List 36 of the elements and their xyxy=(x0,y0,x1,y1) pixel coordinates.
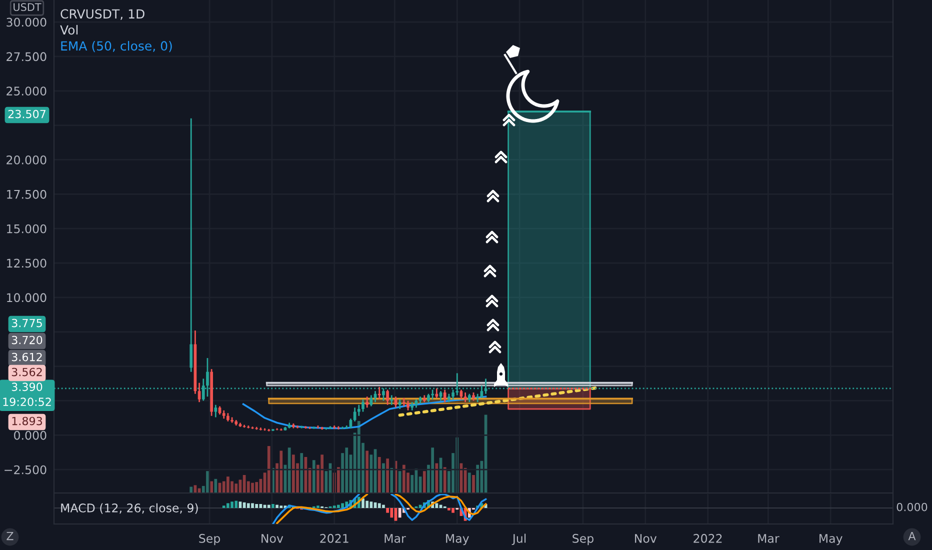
text: 0.000 xyxy=(896,502,928,512)
text: 3.720 xyxy=(12,336,42,344)
x-tick-label: Mar xyxy=(758,534,780,543)
y-tick-label: 15.000 xyxy=(7,224,46,234)
y-tick-label: 10.000 xyxy=(7,293,46,302)
y-tick-label: −2.500 xyxy=(4,465,46,474)
text: 3.612 xyxy=(12,352,42,362)
x-tick-label: 2021 xyxy=(320,534,348,543)
x-tick-label: Sep xyxy=(199,534,220,546)
text: Z xyxy=(6,532,14,540)
y-tick-label: 0.000 xyxy=(14,430,46,440)
x-tick-label: 2022 xyxy=(694,534,722,543)
text: 3.775 xyxy=(12,318,42,328)
text: 1.893 xyxy=(12,416,42,426)
x-tick-label: Nov xyxy=(635,534,657,543)
y-tick-label: 27.500 xyxy=(6,52,46,62)
y-tick-label: 17.500 xyxy=(7,190,46,199)
x-tick-label: Jul xyxy=(512,534,526,546)
chart-title: Vol xyxy=(60,24,78,35)
y-tick-label: 20.000 xyxy=(6,155,46,164)
text: CRVUSDT, 1D xyxy=(60,9,144,20)
text: EMA (50, close, 0) xyxy=(61,40,172,52)
x-tick-label: Nov xyxy=(262,534,284,543)
x-tick-label: Mar xyxy=(384,534,406,543)
y-tick-label: 30.000 xyxy=(6,18,46,27)
x-tick-label: May xyxy=(446,534,469,546)
text: A xyxy=(908,532,916,540)
x-tick-label: May xyxy=(820,534,842,546)
text: MACD (12, 26, close, 9) xyxy=(61,503,198,514)
text: 3.562 xyxy=(12,368,42,376)
y-tick-label: 12.500 xyxy=(7,258,46,268)
text: 23.507 xyxy=(8,110,46,118)
y-tick-label: 25.000 xyxy=(6,86,46,96)
y-axis-title: USDT xyxy=(14,3,42,12)
x-tick-label: Sep xyxy=(572,534,594,546)
ref-line-label: 3.390 19:20:52 xyxy=(3,382,51,406)
